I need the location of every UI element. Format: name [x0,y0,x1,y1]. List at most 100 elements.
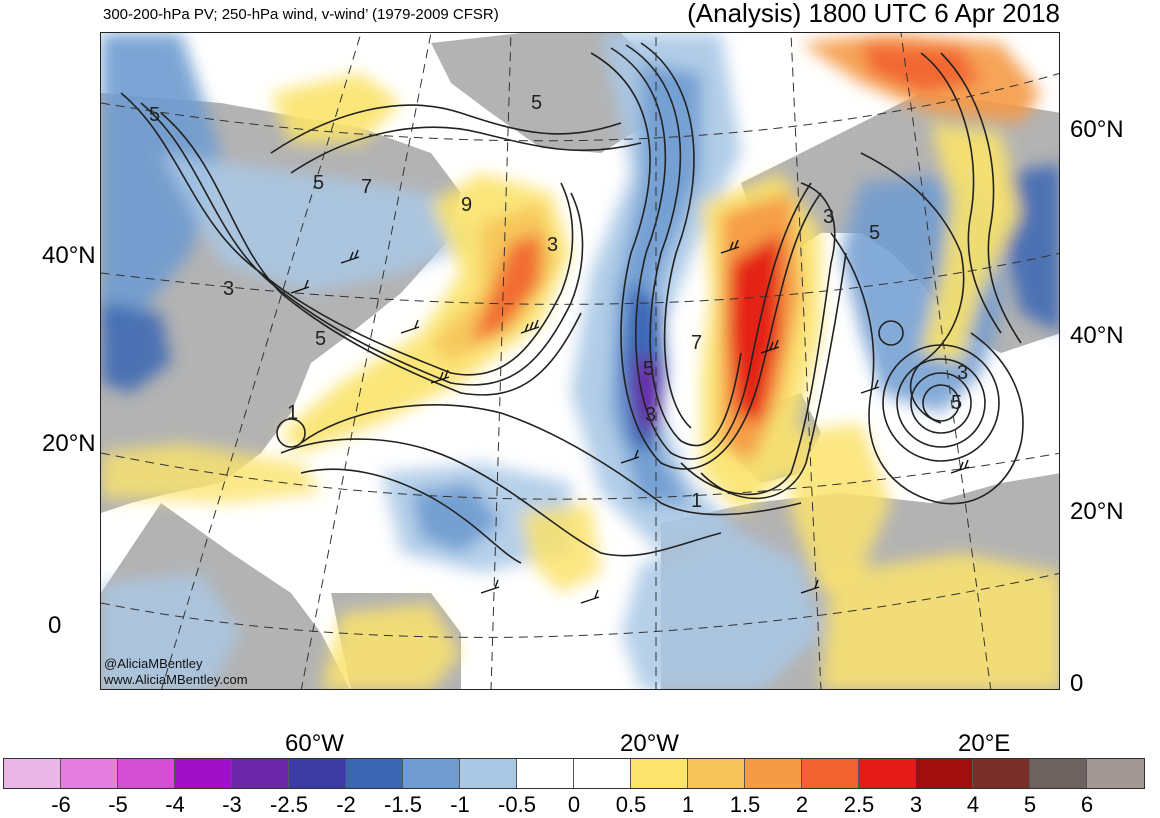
contour-label: 5 [951,392,962,414]
pv-contour-caribbean-circle [276,418,306,448]
colorbar-tick-label: -6 [51,792,71,817]
wind-barb [760,339,780,354]
red-ridge-west-core [471,233,541,343]
colorbar-tick-label: 0.5 [615,792,647,817]
pv-contour-lowlat-3 [300,468,522,564]
pv-contour-trough-3 [625,44,742,447]
colorbar-tick-label: -2 [336,792,356,817]
contour-label: 3 [823,206,834,228]
lon-label: 20°E [958,730,1011,757]
pv-contour-west-1 [120,92,574,376]
wind-barb [520,319,540,334]
contour-label: 3 [547,234,558,256]
grid-parallel-20n [101,452,1059,500]
colorbar-cell [289,759,346,788]
colorbar-tick-label: -0.5 [498,792,536,817]
wind-barb [950,459,970,474]
colorbar-tick-label: 4 [966,792,980,817]
chart-left-title: 300-200-hPa PV; 250-hPa wind, v-wind’ (1… [103,6,499,23]
blue-anomaly-africa [621,533,821,689]
wind-barb [430,369,450,384]
blue-anomaly-east-edge [1006,163,1059,332]
yellow-anomaly-europe-east [921,123,1021,363]
map-panel: 5 5 7 3 5 1 9 3 5 5 3 7 3 5 3 5 1 [100,32,1060,690]
pv-contour-closed-low-ring-3 [896,358,986,448]
lat-label-right: 40°N [1070,322,1124,349]
colorbar-cell [61,759,118,788]
contour-label: 5 [869,222,880,244]
lat-label-right: 0 [1070,670,1084,697]
contour-label: 5 [531,92,542,114]
wind-barb [720,239,740,254]
colorbar-cell [859,759,916,788]
wind-barb [400,319,420,334]
grid-meridian-5 [790,33,822,689]
colorbar-tick-label: 1.5 [729,792,761,817]
contour-label: 5 [643,358,654,380]
map-grid-lines [101,33,1059,689]
colorbar-tick-label: -4 [165,792,185,817]
pv-contour-west-2 [140,102,584,386]
lon-label: 60°W [285,730,344,757]
lat-label-right: 20°N [1070,498,1124,525]
grid-parallel-60n [101,73,1059,142]
lat-label-left: 20°N [42,430,96,457]
pv-contour-ridge-2 [700,252,847,500]
pv-contour-lowlat-1 [300,404,802,516]
pv-contour-west-3 [160,112,582,396]
pv-contour-closed-low-ring-4 [882,344,1000,462]
pv-contour-trough-4 [640,42,695,429]
colorbar-tick-label: -3 [222,792,242,817]
colorbar-cell [745,759,802,788]
contour-label: 9 [461,194,472,216]
map-canvas: 5 5 7 3 5 1 9 3 5 5 3 7 3 5 3 5 1 [101,33,1059,689]
colorbar-cell [916,759,973,788]
yellow-anomaly-mid-atlantic [521,503,601,593]
colorbar-cell [802,759,859,788]
lon-label: 20°W [620,730,679,757]
wind-barb [620,449,640,464]
contour-label: 5 [315,328,326,350]
pv-contour-closed-low-ring-1 [922,384,960,422]
colorbar-tick-label: 0 [567,792,581,817]
grid-meridian-1 [161,33,362,689]
colorbar-tick-label: 1 [681,792,695,817]
contour-label: 5 [149,104,160,126]
colorbar [3,758,1145,789]
colorbar-cell [631,759,688,788]
pv-contour-trough-1 [590,52,822,470]
colorbar-tick-label: 6 [1080,792,1094,817]
grid-meridian-2 [300,33,432,689]
contour-label: 1 [287,402,298,424]
grid-meridian-6 [900,33,992,689]
grid-meridian-3 [490,33,512,689]
contour-label: 7 [361,176,372,198]
yellow-anomaly-west-africa [791,423,891,593]
colorbar-cell [460,759,517,788]
pv-contour-europe-2 [860,152,965,424]
contour-label: 3 [223,278,234,300]
wind-barb [800,579,820,594]
yellow-anomaly-africa-east [821,553,1059,689]
contour-label: 5 [313,172,324,194]
credit-website: www.AliciaMBentley.com [104,672,248,687]
yellow-anomaly-south [321,603,461,689]
lat-label-left: 0 [48,612,62,639]
pv-contour-closed-low-ring-2 [910,372,972,434]
chart-right-title: (Analysis) 1800 UTC 6 Apr 2018 [687,0,1060,28]
lat-label-left: 40°N [42,242,96,269]
colorbar-cell [175,759,232,788]
pv-contour-east-1 [920,52,1002,334]
blue-anomaly-band [161,153,481,293]
colorbar-tick-label: 2 [795,792,809,817]
colorbar-tick-label: 3 [909,792,923,817]
colorbar-cell [118,759,175,788]
colorbar-cell [1087,759,1144,788]
contour-label: 3 [645,404,656,426]
colorbar-tick-label: -2.5 [270,792,308,817]
colorbar-tick-label: 5 [1023,792,1037,817]
colorbar-cell [574,759,631,788]
colorbar-tick-label: -5 [108,792,128,817]
wind-barb [860,379,880,394]
contour-label: 1 [691,490,702,512]
